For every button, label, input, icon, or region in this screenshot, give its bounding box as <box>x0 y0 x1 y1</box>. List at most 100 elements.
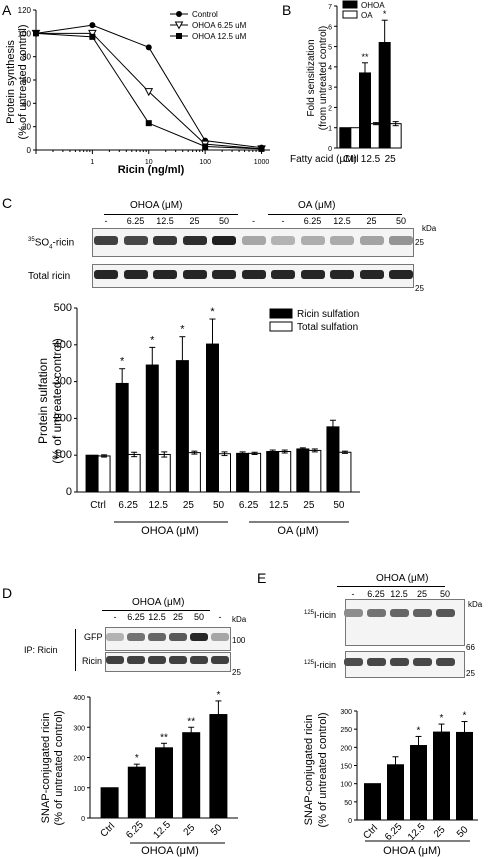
panel-c-row2-band <box>94 270 118 279</box>
panel-e-ytick-label: 150 <box>340 764 352 771</box>
panel-a-point <box>144 88 154 97</box>
panel-b-ytick-label: 1 <box>328 126 332 133</box>
panel-c-row1-tail: -ricin <box>52 237 75 249</box>
panel-e-ytick-label: 100 <box>340 782 352 789</box>
panel-e-category-label: 25 <box>432 824 448 840</box>
panel-e-row1-band <box>412 609 432 617</box>
panel-a-point <box>202 143 209 150</box>
panel-d-ip-bracket <box>75 629 76 671</box>
panel-e-ytick-label: 300 <box>340 709 352 716</box>
panel-letter-b: B <box>282 2 292 18</box>
panel-e-ytick-label: 250 <box>340 727 352 734</box>
panel-b-category-label: 25 <box>385 154 397 165</box>
panel-a-legend-label: OHOA 6.25 uM <box>192 21 247 30</box>
panel-c-row1-base: SO <box>34 237 50 249</box>
panel-c-legend-label: Total sulfation <box>297 322 358 333</box>
panel-b-ytick-label: 7 <box>328 4 332 11</box>
panel-b-legend-swatch <box>342 10 358 19</box>
panel-c-row1-band <box>153 236 177 245</box>
panel-d-lane-label: 12.5 <box>148 612 166 622</box>
panel-c-row1-band <box>212 236 236 245</box>
panel-d-ytick-label: 0 <box>81 816 85 823</box>
panel-c-row2-band <box>389 270 413 279</box>
panel-e-ytick-label: 0 <box>348 818 352 825</box>
panel-a-point <box>33 30 39 37</box>
panel-a-xtick-label: 100 <box>199 159 211 166</box>
panel-a-point <box>258 145 265 152</box>
panel-a-ytick-label: 40 <box>22 99 31 108</box>
panel-c-marker-1: 25 <box>415 238 424 247</box>
panel-e-category-label: 50 <box>455 824 471 840</box>
panel-e-row1-band <box>366 609 386 617</box>
panel-b-ytick-label: 4 <box>328 65 332 72</box>
panel-a-ytick-label: 20 <box>22 123 31 132</box>
panel-a-point <box>145 44 152 51</box>
panel-b-ytick-label: 6 <box>328 24 332 31</box>
panel-e-category-label: 6.25 <box>383 821 405 843</box>
panel-d-ytick-label: 100 <box>73 786 85 793</box>
panel-e-lane-label: - <box>351 589 355 599</box>
panel-c-lane-label: - <box>252 216 255 226</box>
panel-c-row2-band <box>271 270 295 279</box>
panel-a-legend-marker <box>176 33 182 39</box>
panel-c-ytick-label: 300 <box>54 376 72 388</box>
panel-d-blot-row1 <box>105 627 231 651</box>
panel-e-row2-band <box>366 658 386 666</box>
panel-a-ylabel-line1: Protein synthesis <box>5 40 17 124</box>
panel-e-bar <box>456 731 473 821</box>
panel-e-lane-label: 12.5 <box>390 589 408 599</box>
panel-c-xgroup-ohoa: OHOA (μM) <box>141 525 199 537</box>
panel-a-legend-label: OHOA 12.5 uM <box>192 32 247 41</box>
panel-d-row1-band <box>127 633 145 641</box>
panel-c-row2-band <box>153 270 177 279</box>
panel-a-point <box>145 120 152 127</box>
panel-e-marker-2: 25 <box>466 669 475 678</box>
panel-b-legend-swatch <box>342 0 358 9</box>
panel-d-row2-band <box>127 656 145 664</box>
panel-e-annotation: * <box>463 711 467 722</box>
panel-e-annotation: * <box>440 713 444 724</box>
panel-b-annotation: * <box>383 9 387 19</box>
panel-c-ytick-label: 200 <box>54 412 72 424</box>
panel-e-row1-tail: I-ricin <box>314 610 337 620</box>
panel-e-row2-band <box>343 658 363 666</box>
panel-e-row1-band <box>389 609 409 617</box>
panel-c-ytick-label: 100 <box>54 449 72 461</box>
panel-b-ytick-label: 3 <box>328 85 332 92</box>
panel-e-lane-label: 25 <box>416 589 427 599</box>
panel-e-row2-tail: I-ricin <box>314 660 337 670</box>
panel-d-row2-band <box>169 656 187 664</box>
panel-c-row1-band <box>359 236 384 245</box>
panel-c-category-label: 6.25 <box>239 500 259 511</box>
panel-e-bar <box>410 745 427 821</box>
panel-a-xlabel: Ricin (ng/ml) <box>118 164 185 176</box>
panel-b-annotation: ** <box>361 52 369 62</box>
panel-d-row1-band <box>106 633 124 641</box>
panel-e-group-label: OHOA (μM) <box>376 573 429 584</box>
panel-d-ytick-label: 400 <box>73 695 85 702</box>
panel-c-row1-sub: 4 <box>49 244 53 251</box>
panel-d-lane-label: 25 <box>172 612 183 622</box>
panel-e-row2-sup: 125 <box>304 660 315 666</box>
panel-c-row2-band <box>359 270 384 279</box>
panel-e-ylabel-line2: (% of untreated control) <box>317 713 329 828</box>
panel-c-ytick-label: 500 <box>54 302 72 314</box>
panel-c-kda: kDa <box>422 224 437 233</box>
panel-b-xaxis-prefix: Fatty acid (μM) <box>290 154 357 165</box>
panel-c-category-label: 50 <box>213 500 225 511</box>
panel-c-row2-band <box>330 270 354 279</box>
panel-b-legend-label: OHOA <box>361 1 385 10</box>
panel-d-row1-band <box>169 633 187 641</box>
panel-d-row1-band <box>211 633 229 641</box>
panel-c-row1-band <box>330 236 354 245</box>
panel-c-group-oa: OA (μM) <box>298 200 336 211</box>
panel-a-legend-label: Control <box>192 10 218 19</box>
panel-a-xtick-label: 1 <box>90 159 94 166</box>
panel-letter-c: C <box>2 195 13 211</box>
panel-e-row1-band <box>435 609 455 617</box>
panel-c-ytick-label: 0 <box>66 486 72 498</box>
panel-d-row2-band <box>211 656 229 664</box>
